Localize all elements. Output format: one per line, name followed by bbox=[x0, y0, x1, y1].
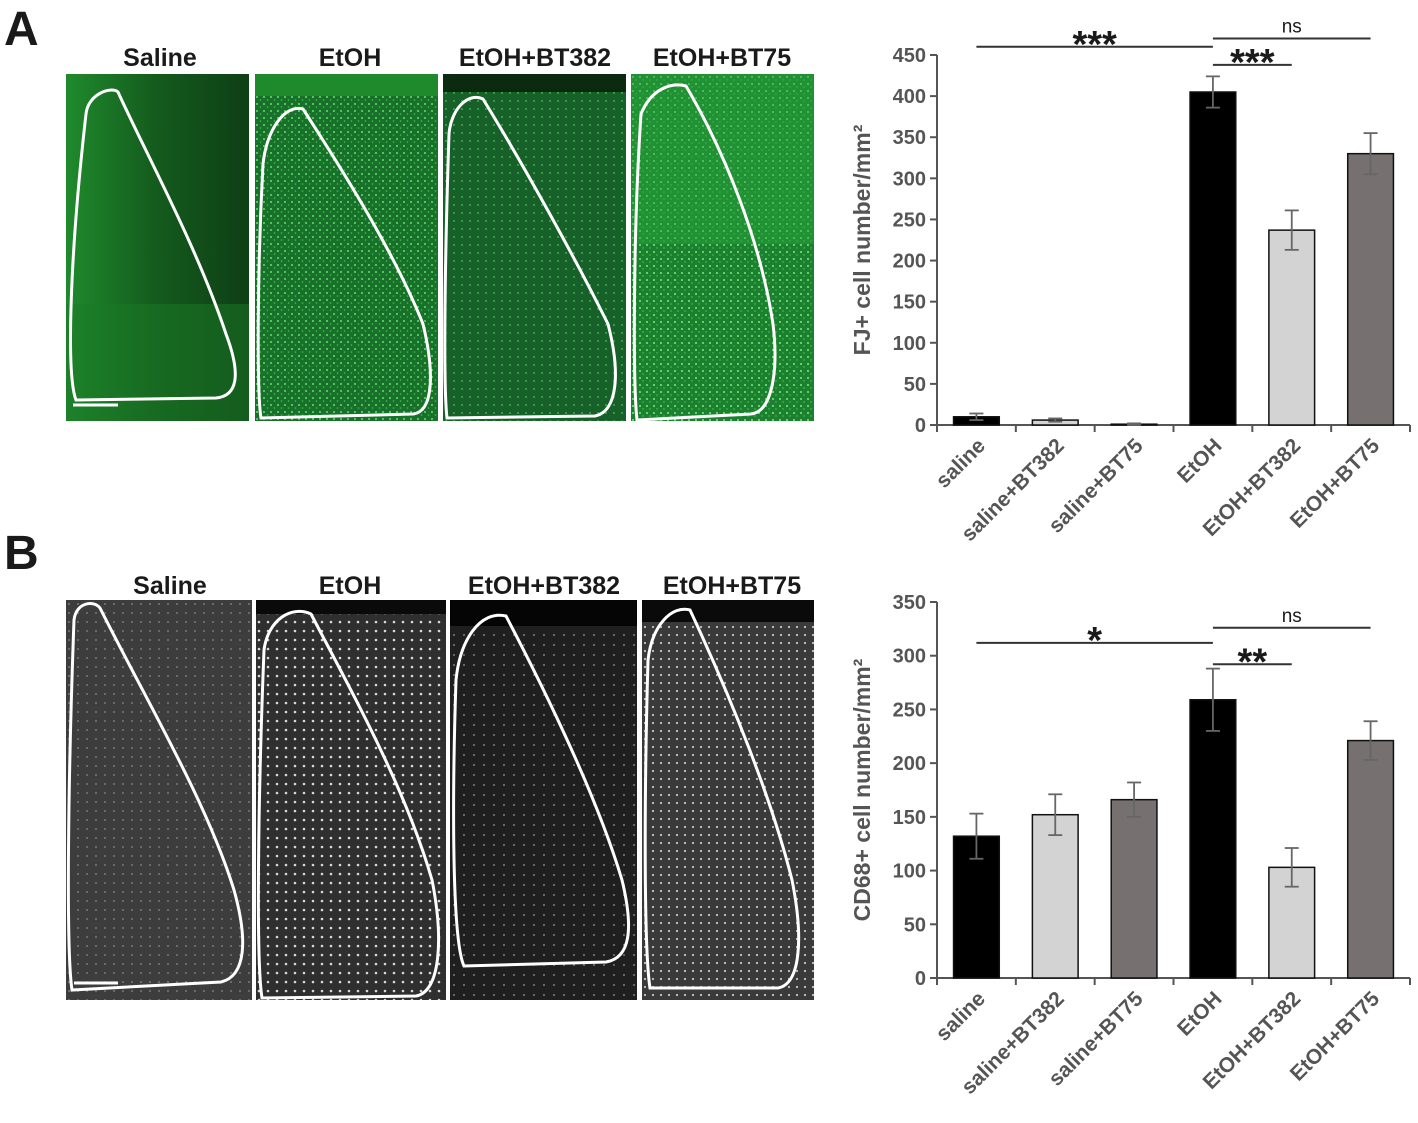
y-tick-label: 250 bbox=[893, 699, 926, 721]
panel-b-label-etoh-bt382: EtOH+BT382 bbox=[467, 572, 621, 600]
y-tick-label: 150 bbox=[893, 807, 926, 829]
bar-saline bbox=[952, 835, 1001, 979]
bar-EtOH+BT75 bbox=[1346, 152, 1395, 426]
y-tick-label: 50 bbox=[904, 914, 926, 936]
y-tick-label: 100 bbox=[893, 333, 926, 355]
y-tick-label: 400 bbox=[893, 86, 926, 108]
y-tick-label: 300 bbox=[893, 168, 926, 190]
bar-saline+BT75 bbox=[1110, 798, 1158, 979]
y-axis-label: FJ+ cell number/mm² bbox=[849, 124, 875, 355]
significance-label: * bbox=[1087, 620, 1102, 662]
panel-a-label-etoh-bt382: EtOH+BT382 bbox=[458, 44, 612, 72]
panel-b-micrograph-etoh-bt75 bbox=[642, 600, 814, 1000]
panel-b-micrograph-etoh bbox=[256, 600, 446, 1000]
region-outline bbox=[256, 106, 432, 420]
y-tick-label: 0 bbox=[915, 415, 926, 437]
y-tick-label: 50 bbox=[904, 374, 926, 396]
significance-label: ** bbox=[1238, 641, 1268, 683]
panel-a-micrograph-etoh-bt75 bbox=[631, 74, 814, 421]
x-tick-label-EtOH: EtOH bbox=[1173, 987, 1226, 1040]
y-tick-label: 300 bbox=[893, 646, 926, 668]
panel-a-label-etoh-bt75: EtOH+BT75 bbox=[652, 44, 792, 72]
panel-a-micrograph-etoh-image bbox=[255, 74, 438, 421]
panel-a-micrograph-saline bbox=[66, 74, 249, 421]
y-tick-label: 0 bbox=[915, 968, 926, 990]
panel-a-micrograph-saline-image bbox=[66, 74, 249, 421]
x-tick-label-EtOH: EtOH bbox=[1173, 434, 1226, 487]
panel-a-micrograph-etoh-bt75-image bbox=[631, 74, 814, 421]
y-tick-label: 250 bbox=[893, 209, 926, 231]
y-tick-label: 200 bbox=[893, 251, 926, 273]
panel-a-micrograph-etoh-bt382 bbox=[443, 74, 626, 421]
panel-a-letter: A bbox=[4, 3, 39, 56]
significance-label: ns bbox=[1282, 17, 1302, 38]
panel-b-micrograph-saline-image bbox=[66, 600, 252, 1000]
panel-b-micrograph-etoh-bt382-image bbox=[450, 600, 637, 1000]
cd68-bar-chart: 0 50 100 150 200 250 300 350 CD68+ cell number/m… bbox=[849, 592, 1411, 1099]
panel-b-label-etoh: EtOH bbox=[318, 572, 382, 600]
panel-b-micrograph-saline bbox=[66, 600, 252, 1000]
region-outline bbox=[66, 602, 245, 992]
y-tick-label: 200 bbox=[893, 753, 926, 775]
y-tick-label: 450 bbox=[893, 45, 926, 67]
bar-EtOH bbox=[1189, 699, 1237, 979]
panel-a-micrograph-etoh bbox=[255, 74, 438, 421]
panel-b-micrograph-etoh-bt75-image bbox=[642, 600, 814, 1000]
x-tick-label-saline: saline bbox=[932, 434, 990, 492]
significance-label: *** bbox=[1072, 24, 1117, 66]
bar-saline+BT382 bbox=[1031, 813, 1079, 979]
region-outline bbox=[632, 83, 777, 421]
bar-EtOH+BT382 bbox=[1268, 229, 1316, 426]
panel-b-micrograph-etoh-image bbox=[256, 600, 446, 1000]
region-outline bbox=[69, 88, 237, 402]
significance-label: *** bbox=[1230, 42, 1275, 84]
y-tick-label: 150 bbox=[893, 292, 926, 314]
panel-a-micrograph-etoh-bt382-image bbox=[443, 74, 626, 421]
y-tick-label: 350 bbox=[893, 592, 926, 614]
fj-bar-chart: 0 50 100 150 200 250 300 350 400 450 FJ+ cell numb… bbox=[849, 17, 1411, 546]
panel-b-letter: B bbox=[4, 527, 39, 580]
bar-EtOH+BT75 bbox=[1346, 739, 1395, 979]
significance-label: ns bbox=[1282, 606, 1302, 627]
panel-b-label-etoh-bt75: EtOH+BT75 bbox=[662, 572, 802, 600]
region-outline bbox=[443, 96, 617, 420]
region-outline bbox=[256, 609, 441, 1000]
panel-b-label-saline: Saline bbox=[133, 572, 207, 600]
y-axis-label: CD68+ cell number/mm² bbox=[849, 658, 875, 921]
x-tick-label-saline: saline bbox=[932, 987, 990, 1045]
y-tick-label: 100 bbox=[893, 861, 926, 883]
panel-a-label-saline: Saline bbox=[123, 44, 197, 72]
panel-a-label-etoh: EtOH bbox=[318, 44, 382, 72]
bar-EtOH bbox=[1189, 91, 1237, 426]
y-tick-label: 350 bbox=[893, 127, 926, 149]
region-outline bbox=[452, 613, 631, 968]
region-outline bbox=[643, 607, 801, 990]
panel-b-micrograph-etoh-bt382 bbox=[450, 600, 637, 1000]
